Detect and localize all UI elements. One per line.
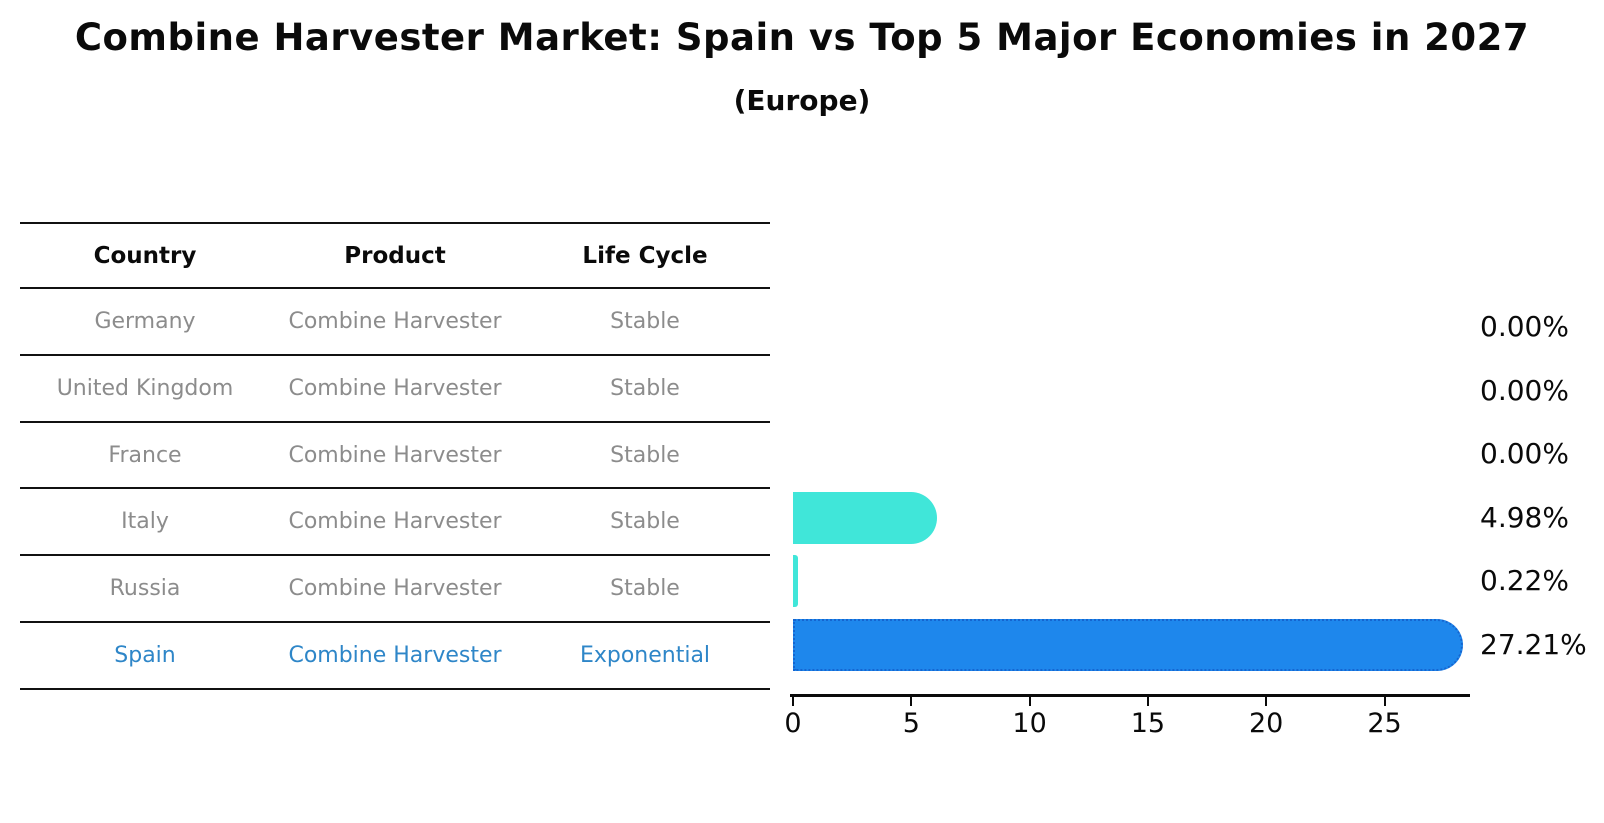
cell-product: Combine Harvester — [288, 308, 502, 334]
x-tick-mark-10 — [1028, 697, 1031, 706]
table-row-russia: Russia Combine Harvester Stable — [20, 556, 770, 624]
table-row-france: France Combine Harvester Stable — [20, 423, 770, 490]
cell-product: Combine Harvester — [288, 509, 502, 535]
bar-italy — [793, 491, 937, 544]
value-label-russia: 0.22% — [1480, 564, 1569, 597]
value-label-france: 0.00% — [1480, 437, 1569, 470]
x-tick-mark-5 — [910, 697, 913, 706]
cell-life-cycle: Stable — [610, 576, 680, 602]
value-label-germany: 0.00% — [1480, 310, 1569, 343]
cell-life-cycle: Stable — [610, 308, 680, 334]
cell-product: Combine Harvester — [288, 375, 502, 401]
cell-life-cycle: Exponential — [579, 643, 711, 669]
cell-country: Spain — [114, 643, 176, 669]
table-row-germany: Germany Combine Harvester Stable — [20, 289, 770, 356]
cell-country: Italy — [121, 509, 169, 535]
chart-subtitle: (Europe) — [733, 84, 871, 117]
table-row-italy: Italy Combine Harvester Stable — [20, 489, 770, 557]
cell-country: United Kingdom — [56, 375, 234, 401]
x-tick-mark-0 — [792, 697, 794, 706]
value-label-italy: 4.98% — [1480, 500, 1569, 534]
x-axis-line — [790, 694, 1470, 697]
x-tick-label-5: 5 — [902, 708, 920, 739]
bar-russia — [793, 555, 799, 607]
col-header-country: Country — [93, 242, 197, 269]
cell-country: Germany — [94, 308, 196, 334]
x-tick-label-25: 25 — [1367, 708, 1402, 739]
cell-product: Combine Harvester — [288, 442, 502, 468]
x-tick-label-0: 0 — [784, 708, 802, 739]
x-tick-label-20: 20 — [1249, 708, 1284, 739]
table-header-row: Country Product Life Cycle — [20, 222, 770, 289]
x-tick-label-10: 10 — [1012, 708, 1047, 739]
table-row-spain: Spain Combine Harvester Exponential — [20, 623, 770, 690]
cell-country: France — [108, 442, 182, 468]
chart-title: Combine Harvester Market: Spain vs Top 5… — [74, 16, 1530, 59]
country-table: Country Product Life Cycle Germany Combin… — [20, 222, 770, 690]
cell-product: Combine Harvester — [288, 576, 502, 602]
value-label-united-kingdom: 0.00% — [1480, 373, 1569, 407]
cell-country: Russia — [109, 576, 181, 602]
value-label-spain: 27.21% — [1480, 627, 1587, 661]
bar-spain — [793, 618, 1463, 671]
cell-life-cycle: Stable — [610, 375, 680, 401]
x-tick-label-15: 15 — [1130, 708, 1166, 739]
x-tick-mark-20 — [1265, 697, 1268, 706]
cell-life-cycle: Stable — [610, 509, 680, 535]
col-header-life-cycle: Life Cycle — [582, 242, 708, 269]
col-header-product: Product — [344, 242, 446, 269]
table-row-united-kingdom: United Kingdom Combine Harvester Stable — [20, 356, 770, 423]
cell-life-cycle: Stable — [610, 442, 680, 468]
cell-product: Combine Harvester — [288, 643, 502, 669]
x-tick-mark-15 — [1146, 697, 1149, 706]
table-body: Germany Combine Harvester Stable United Kin… — [20, 289, 770, 690]
x-tick-mark-25 — [1383, 697, 1386, 706]
